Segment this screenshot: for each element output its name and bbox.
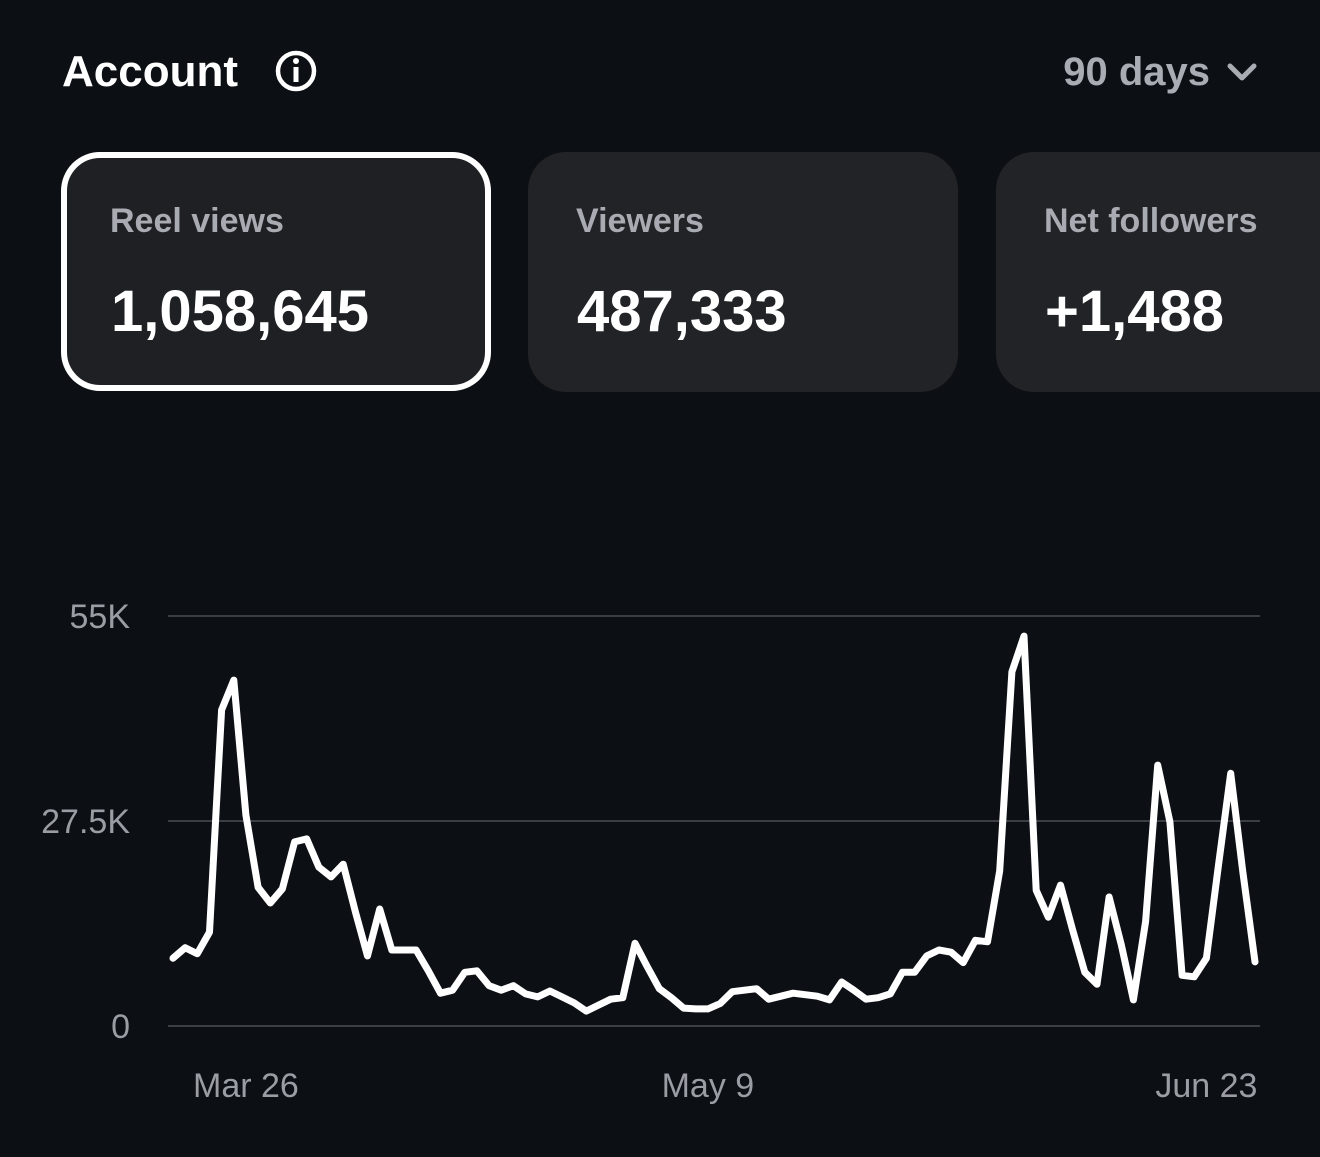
line-series [169,632,1259,1015]
x-tick-label: May 9 [662,1067,755,1105]
x-tick-label: Mar 26 [193,1067,299,1105]
info-icon[interactable] [275,50,317,92]
period-label: 90 days [1063,50,1210,94]
stat-card[interactable]: Viewers 487,333 [528,152,958,392]
card-bg [528,152,958,392]
header-title: Account [62,47,238,96]
cards: Reel views 1,058,645 Viewers 487,333 Net fol… [61,152,1320,392]
card-value: +1,488 [1045,279,1224,344]
card-bg [61,152,491,391]
card-label: Net followers [1044,202,1257,240]
chart: 0 27.5K 55K Mar 26 May 9 Jun 23 [41,598,1260,1105]
y-tick-label: 27.5K [41,803,130,841]
info-dot [293,58,299,64]
info-bar [293,67,299,82]
y-tick-label: 0 [111,1008,130,1046]
card-bg [996,152,1320,392]
card-label: Viewers [576,202,704,240]
info-circle [275,50,317,92]
x-tick-label: Jun 23 [1155,1067,1257,1105]
card-value: 1,058,645 [111,279,369,344]
period-selector[interactable]: 90 days [1063,50,1257,94]
chevron [1227,63,1257,81]
card-value: 487,333 [577,279,787,344]
card-label: Reel views [110,202,284,240]
stat-card[interactable]: Reel views 1,058,645 [61,152,491,391]
stat-card[interactable]: Net followers +1,488 [996,152,1320,392]
y-tick-label: 55K [70,598,131,636]
